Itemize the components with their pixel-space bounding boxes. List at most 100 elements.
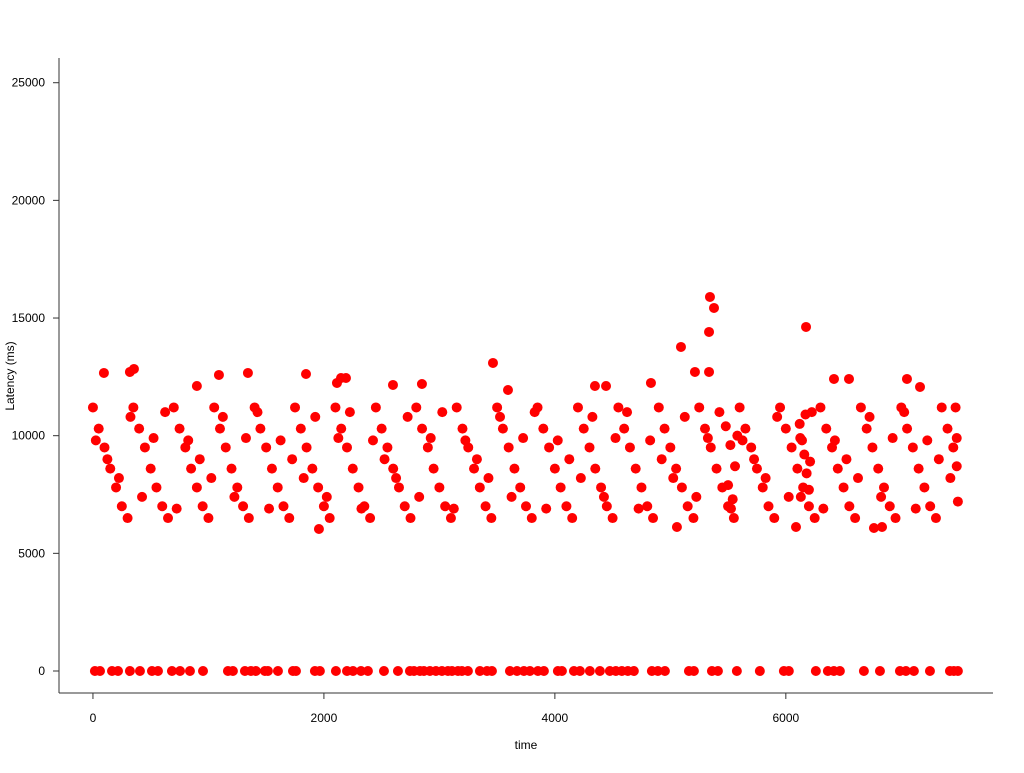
data-point (878, 482, 889, 493)
data-point (272, 482, 283, 493)
data-point (675, 341, 686, 352)
data-point (843, 373, 854, 384)
data-point (828, 373, 839, 384)
data-point (90, 435, 101, 446)
data-point (376, 423, 387, 434)
data-point (134, 423, 145, 434)
data-point (197, 501, 208, 512)
data-point (800, 409, 811, 420)
data-point (290, 402, 301, 413)
data-point (734, 402, 745, 413)
data-point (549, 463, 560, 474)
data-point (355, 665, 366, 676)
data-point (873, 463, 884, 474)
data-point (242, 367, 253, 378)
data-point (792, 463, 803, 474)
data-point (330, 402, 341, 413)
data-point (314, 665, 325, 676)
data-point (474, 665, 485, 676)
data-point (659, 665, 670, 676)
data-point (598, 491, 609, 502)
data-point (157, 501, 168, 512)
data-point (160, 407, 171, 418)
data-point (93, 423, 104, 434)
data-point (578, 423, 589, 434)
data-point (601, 380, 612, 391)
data-point (805, 456, 816, 467)
data-point (471, 454, 482, 465)
data-point (194, 454, 205, 465)
data-point (437, 407, 448, 418)
data-point (502, 384, 513, 395)
data-point (783, 665, 794, 676)
data-point (524, 665, 535, 676)
data-point (691, 491, 702, 502)
data-point (711, 463, 722, 474)
data-point (451, 402, 462, 413)
data-point (206, 473, 217, 484)
data-point (561, 501, 572, 512)
data-point (99, 442, 110, 453)
data-point (474, 482, 485, 493)
data-point (590, 463, 601, 474)
data-point (890, 513, 901, 524)
data-point (688, 665, 699, 676)
data-point (809, 513, 820, 524)
data-point (347, 463, 358, 474)
data-point (951, 461, 962, 472)
data-point (679, 411, 690, 422)
data-point (607, 513, 618, 524)
data-point (601, 501, 612, 512)
data-point (567, 513, 578, 524)
data-point (572, 402, 583, 413)
points-layer (87, 291, 963, 676)
data-point (203, 513, 214, 524)
data-point (794, 418, 805, 429)
data-point (952, 496, 963, 507)
data-point (659, 423, 670, 434)
data-point (250, 665, 261, 676)
data-point (529, 407, 540, 418)
data-point (128, 363, 139, 374)
data-point (552, 435, 563, 446)
data-point (113, 473, 124, 484)
data-point (414, 491, 425, 502)
data-point (191, 482, 202, 493)
data-point (950, 402, 961, 413)
data-point (844, 501, 855, 512)
data-point (731, 665, 742, 676)
data-point (803, 484, 814, 495)
data-point (171, 503, 182, 514)
data-point (344, 407, 355, 418)
data-point (298, 473, 309, 484)
data-point (497, 423, 508, 434)
data-point (790, 521, 801, 532)
data-point (434, 482, 445, 493)
x-tick-label: 0 (90, 711, 97, 725)
data-point (318, 501, 329, 512)
data-point (227, 665, 238, 676)
data-point (832, 463, 843, 474)
data-point (526, 513, 537, 524)
data-point (238, 501, 249, 512)
data-point (229, 491, 240, 502)
data-point (310, 411, 321, 422)
data-point (564, 454, 575, 465)
data-point (622, 407, 633, 418)
data-point (786, 442, 797, 453)
data-point (440, 501, 451, 512)
data-point (850, 513, 861, 524)
data-point (645, 435, 656, 446)
data-point (630, 463, 641, 474)
data-point (287, 454, 298, 465)
data-point (544, 442, 555, 453)
data-point (799, 449, 810, 460)
data-point (137, 491, 148, 502)
data-point (910, 503, 921, 514)
data-point (330, 665, 341, 676)
y-tick-label: 15000 (12, 311, 46, 325)
data-point (378, 665, 389, 676)
data-point (480, 501, 491, 512)
data-point (321, 491, 332, 502)
